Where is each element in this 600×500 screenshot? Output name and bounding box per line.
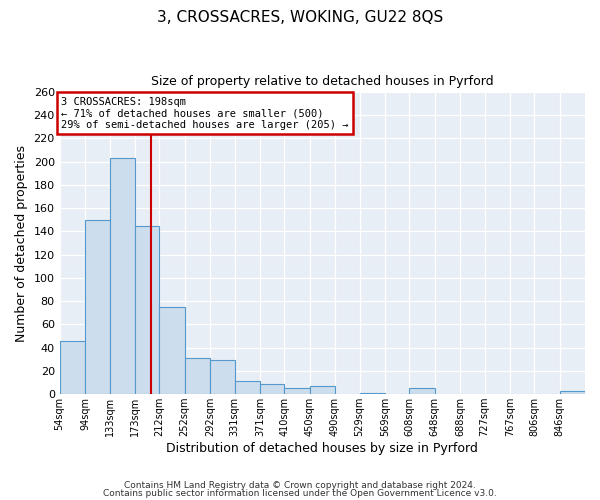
Bar	[284, 388, 310, 394]
Bar	[185, 358, 210, 394]
Text: Contains public sector information licensed under the Open Government Licence v3: Contains public sector information licen…	[103, 489, 497, 498]
Text: Contains HM Land Registry data © Crown copyright and database right 2024.: Contains HM Land Registry data © Crown c…	[124, 480, 476, 490]
Bar	[110, 158, 135, 394]
Bar	[560, 390, 585, 394]
Bar	[85, 220, 110, 394]
X-axis label: Distribution of detached houses by size in Pyrford: Distribution of detached houses by size …	[166, 442, 478, 455]
Bar	[260, 384, 284, 394]
Y-axis label: Number of detached properties: Number of detached properties	[15, 144, 28, 342]
Bar	[359, 393, 385, 394]
Text: 3, CROSSACRES, WOKING, GU22 8QS: 3, CROSSACRES, WOKING, GU22 8QS	[157, 10, 443, 25]
Title: Size of property relative to detached houses in Pyrford: Size of property relative to detached ho…	[151, 75, 494, 88]
Bar	[310, 386, 335, 394]
Bar	[135, 226, 160, 394]
Bar	[59, 340, 85, 394]
Bar	[409, 388, 435, 394]
Bar	[235, 382, 260, 394]
Bar	[160, 307, 185, 394]
Bar	[210, 360, 235, 394]
Text: 3 CROSSACRES: 198sqm
← 71% of detached houses are smaller (500)
29% of semi-deta: 3 CROSSACRES: 198sqm ← 71% of detached h…	[61, 96, 349, 130]
